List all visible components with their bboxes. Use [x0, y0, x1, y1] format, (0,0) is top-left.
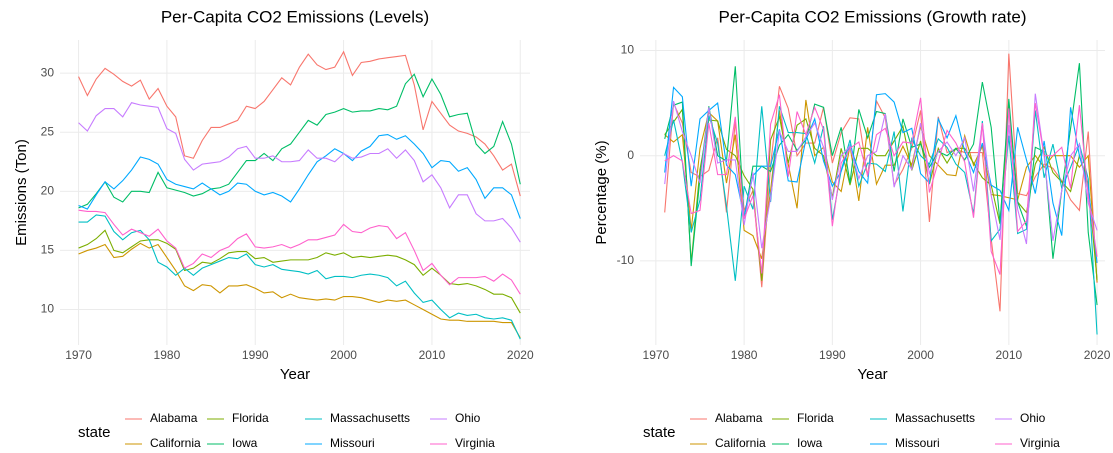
y-tick-label: 0 [627, 148, 634, 162]
y-tick-label: 10 [621, 43, 635, 57]
legend-label: Virginia [455, 436, 495, 450]
legend-label: Alabama [715, 411, 763, 425]
legend-label: Iowa [797, 436, 823, 450]
x-axis-title: Year [857, 366, 887, 383]
y-tick-label: 25 [41, 124, 55, 138]
x-tick-label: 1970 [643, 348, 670, 362]
series-line [78, 102, 521, 243]
series-line [664, 86, 1098, 264]
legend-label: Ohio [1020, 411, 1046, 425]
legend-label: Massachusetts [330, 411, 410, 425]
legend-label: Massachusetts [895, 411, 975, 425]
y-tick-label: 20 [41, 183, 55, 197]
series-line [78, 242, 521, 339]
y-axis-title: Emissions (Ton) [13, 139, 30, 246]
legend-label: Florida [232, 411, 269, 425]
chart-title: Per-Capita CO2 Emissions (Growth rate) [719, 7, 1027, 26]
chart-title: Per-Capita CO2 Emissions (Levels) [161, 7, 429, 26]
y-tick-label: 15 [41, 243, 55, 257]
x-tick-label: 1980 [731, 348, 758, 362]
series-line [78, 209, 521, 295]
series-line [664, 94, 1098, 275]
x-tick-label: 2000 [330, 348, 357, 362]
x-tick-label: 1990 [242, 348, 269, 362]
series-line [664, 106, 1098, 335]
legend-label: Virginia [1020, 436, 1060, 450]
legend-label: California [715, 436, 766, 450]
x-tick-label: 2010 [995, 348, 1022, 362]
legend-label: Missouri [895, 436, 940, 450]
legend-label: California [150, 436, 201, 450]
x-tick-label: 1990 [819, 348, 846, 362]
x-tick-label: 2020 [507, 348, 534, 362]
legend-label: Missouri [330, 436, 375, 450]
series-line [664, 106, 1098, 281]
series-line [78, 214, 521, 340]
legend-title: state [643, 424, 676, 441]
y-tick-label: 30 [41, 65, 55, 79]
series-line [78, 134, 521, 219]
x-axis-title: Year [280, 366, 310, 383]
x-tick-label: 2010 [419, 348, 446, 362]
legend-title: state [78, 424, 111, 441]
y-axis-title: Percentage (%) [593, 140, 610, 244]
y-tick-label: -10 [617, 253, 635, 267]
legend-label: Ohio [455, 411, 481, 425]
legend-label: Florida [797, 411, 834, 425]
series-line [664, 99, 1098, 282]
x-tick-label: 2000 [907, 348, 934, 362]
legend-label: Alabama [150, 411, 198, 425]
x-tick-label: 1970 [65, 348, 92, 362]
series-line [664, 93, 1098, 249]
x-tick-label: 1980 [154, 348, 181, 362]
series-line [78, 73, 521, 209]
y-tick-label: 10 [41, 302, 55, 316]
legend-label: Iowa [232, 436, 258, 450]
series-line [78, 50, 521, 197]
x-tick-label: 2020 [1084, 348, 1111, 362]
